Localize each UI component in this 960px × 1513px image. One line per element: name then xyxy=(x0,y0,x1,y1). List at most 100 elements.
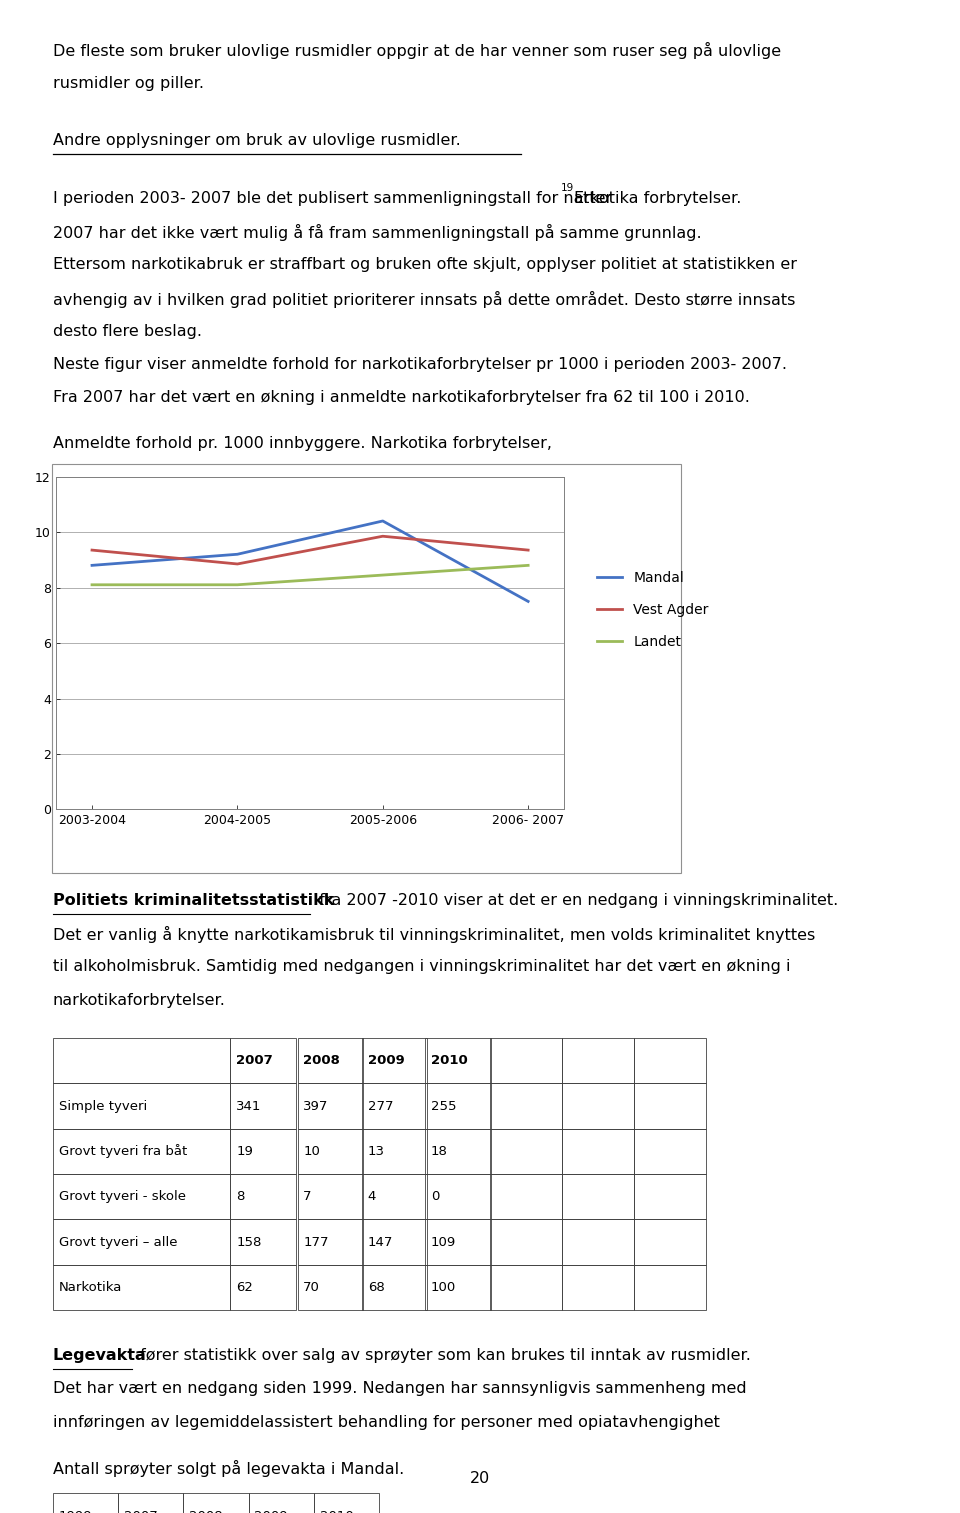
Text: Det er vanlig å knytte narkotikamisbruk til vinningskriminalitet, men volds krim: Det er vanlig å knytte narkotikamisbruk … xyxy=(53,926,815,943)
Text: Det har vært en nedgang siden 1999. Nedangen har sannsynligvis sammenheng med: Det har vært en nedgang siden 1999. Neda… xyxy=(53,1381,747,1396)
Text: fører statistikk over salg av sprøyter som kan brukes til inntak av rusmidler.: fører statistikk over salg av sprøyter s… xyxy=(135,1348,752,1363)
Bar xyxy=(230,1219,296,1265)
Bar xyxy=(425,1129,491,1174)
Text: 2009: 2009 xyxy=(254,1510,288,1513)
Text: fra 2007 -2010 viser at det er en nedgang i vinningskriminalitet.: fra 2007 -2010 viser at det er en nedgan… xyxy=(314,893,838,908)
Bar xyxy=(53,1265,230,1310)
Text: De fleste som bruker ulovlige rusmidler oppgir at de har venner som ruser seg på: De fleste som bruker ulovlige rusmidler … xyxy=(53,42,780,59)
Bar xyxy=(298,1083,363,1129)
Text: 20: 20 xyxy=(469,1471,491,1486)
Text: Grovt tyveri - skole: Grovt tyveri - skole xyxy=(59,1191,185,1203)
Bar xyxy=(362,1265,427,1310)
Text: 255: 255 xyxy=(431,1100,457,1112)
Bar xyxy=(230,1174,296,1219)
Bar xyxy=(183,1493,249,1513)
Text: 2007: 2007 xyxy=(236,1055,273,1067)
Bar xyxy=(53,1129,230,1174)
Legend: Mandal, Vest Agder, Landet: Mandal, Vest Agder, Landet xyxy=(591,566,714,654)
Bar xyxy=(562,1265,634,1310)
Bar xyxy=(562,1174,634,1219)
Bar xyxy=(634,1129,706,1174)
Text: 1999: 1999 xyxy=(59,1510,92,1513)
Bar xyxy=(362,1129,427,1174)
Text: 7: 7 xyxy=(303,1191,312,1203)
Bar xyxy=(314,1493,379,1513)
Text: innføringen av legemiddelassistert behandling for personer med opiatavhengighet: innføringen av legemiddelassistert behan… xyxy=(53,1415,720,1430)
Text: rusmidler og piller.: rusmidler og piller. xyxy=(53,76,204,91)
Bar xyxy=(634,1265,706,1310)
Bar xyxy=(298,1038,363,1083)
Text: 2009: 2009 xyxy=(368,1055,404,1067)
Bar xyxy=(490,1038,562,1083)
Text: 100: 100 xyxy=(431,1282,456,1294)
Bar xyxy=(230,1038,296,1083)
Text: 2010: 2010 xyxy=(320,1510,353,1513)
Bar xyxy=(53,1038,230,1083)
Text: 2008: 2008 xyxy=(189,1510,223,1513)
Bar xyxy=(118,1493,183,1513)
Bar xyxy=(634,1038,706,1083)
Bar xyxy=(425,1038,491,1083)
Text: narkotikaforbrytelser.: narkotikaforbrytelser. xyxy=(53,993,226,1008)
Text: Antall sprøyter solgt på legevakta i Mandal.: Antall sprøyter solgt på legevakta i Man… xyxy=(53,1460,404,1477)
Text: 70: 70 xyxy=(303,1282,321,1294)
Text: Simple tyveri: Simple tyveri xyxy=(59,1100,147,1112)
Bar xyxy=(298,1174,363,1219)
Bar xyxy=(362,1038,427,1083)
Bar xyxy=(230,1083,296,1129)
Text: Narkotika: Narkotika xyxy=(59,1282,122,1294)
Bar xyxy=(298,1129,363,1174)
Text: I perioden 2003- 2007 ble det publisert sammenligningstall for narkotika forbryt: I perioden 2003- 2007 ble det publisert … xyxy=(53,191,741,206)
Text: Grovt tyveri – alle: Grovt tyveri – alle xyxy=(59,1236,177,1248)
Bar xyxy=(490,1174,562,1219)
Bar xyxy=(490,1219,562,1265)
Bar xyxy=(634,1174,706,1219)
Text: Anmeldte forhold pr. 1000 innbyggere. Narkotika forbrytelser,: Anmeldte forhold pr. 1000 innbyggere. Na… xyxy=(53,436,552,451)
Text: 2010: 2010 xyxy=(431,1055,468,1067)
Text: Andre opplysninger om bruk av ulovlige rusmidler.: Andre opplysninger om bruk av ulovlige r… xyxy=(53,133,461,148)
Text: Fra 2007 har det vært en økning i anmeldte narkotikaforbrytelser fra 62 til 100 : Fra 2007 har det vært en økning i anmeld… xyxy=(53,390,750,405)
Bar xyxy=(362,1083,427,1129)
Text: 2007: 2007 xyxy=(124,1510,157,1513)
Bar xyxy=(249,1493,314,1513)
Text: 18: 18 xyxy=(431,1145,448,1157)
Text: 341: 341 xyxy=(236,1100,261,1112)
Text: 19: 19 xyxy=(561,183,574,194)
Bar xyxy=(53,1174,230,1219)
Bar xyxy=(562,1219,634,1265)
Text: 2008: 2008 xyxy=(303,1055,340,1067)
Text: 2007 har det ikke vært mulig å få fram sammenligningstall på samme grunnlag.: 2007 har det ikke vært mulig å få fram s… xyxy=(53,224,702,241)
Text: 13: 13 xyxy=(368,1145,385,1157)
Bar xyxy=(53,1083,230,1129)
Text: 68: 68 xyxy=(368,1282,384,1294)
Text: Grovt tyveri fra båt: Grovt tyveri fra båt xyxy=(59,1144,187,1159)
Text: 158: 158 xyxy=(236,1236,261,1248)
Bar xyxy=(562,1083,634,1129)
Bar xyxy=(298,1265,363,1310)
Bar xyxy=(53,1219,230,1265)
Bar xyxy=(425,1174,491,1219)
Bar xyxy=(634,1219,706,1265)
Text: 62: 62 xyxy=(236,1282,253,1294)
Bar xyxy=(298,1219,363,1265)
Text: avhengig av i hvilken grad politiet prioriterer innsats på dette området. Desto : avhengig av i hvilken grad politiet prio… xyxy=(53,290,795,307)
Bar xyxy=(230,1265,296,1310)
Text: 8: 8 xyxy=(236,1191,245,1203)
Text: 147: 147 xyxy=(368,1236,393,1248)
Text: til alkoholmisbruk. Samtidig med nedgangen i vinningskriminalitet har det vært e: til alkoholmisbruk. Samtidig med nedgang… xyxy=(53,959,790,974)
Bar xyxy=(53,1493,118,1513)
Bar xyxy=(52,464,681,873)
Bar xyxy=(490,1265,562,1310)
Text: 277: 277 xyxy=(368,1100,394,1112)
Text: 109: 109 xyxy=(431,1236,456,1248)
Text: Politiets kriminalitetsstatistikk: Politiets kriminalitetsstatistikk xyxy=(53,893,334,908)
Text: 0: 0 xyxy=(431,1191,440,1203)
Bar xyxy=(362,1174,427,1219)
Text: 4: 4 xyxy=(368,1191,376,1203)
Bar xyxy=(490,1083,562,1129)
Bar xyxy=(425,1083,491,1129)
Text: Ettersom narkotikabruk er straffbart og bruken ofte skjult, opplyser politiet at: Ettersom narkotikabruk er straffbart og … xyxy=(53,257,797,272)
Bar xyxy=(362,1219,427,1265)
Bar xyxy=(425,1265,491,1310)
Text: Etter: Etter xyxy=(573,191,612,206)
